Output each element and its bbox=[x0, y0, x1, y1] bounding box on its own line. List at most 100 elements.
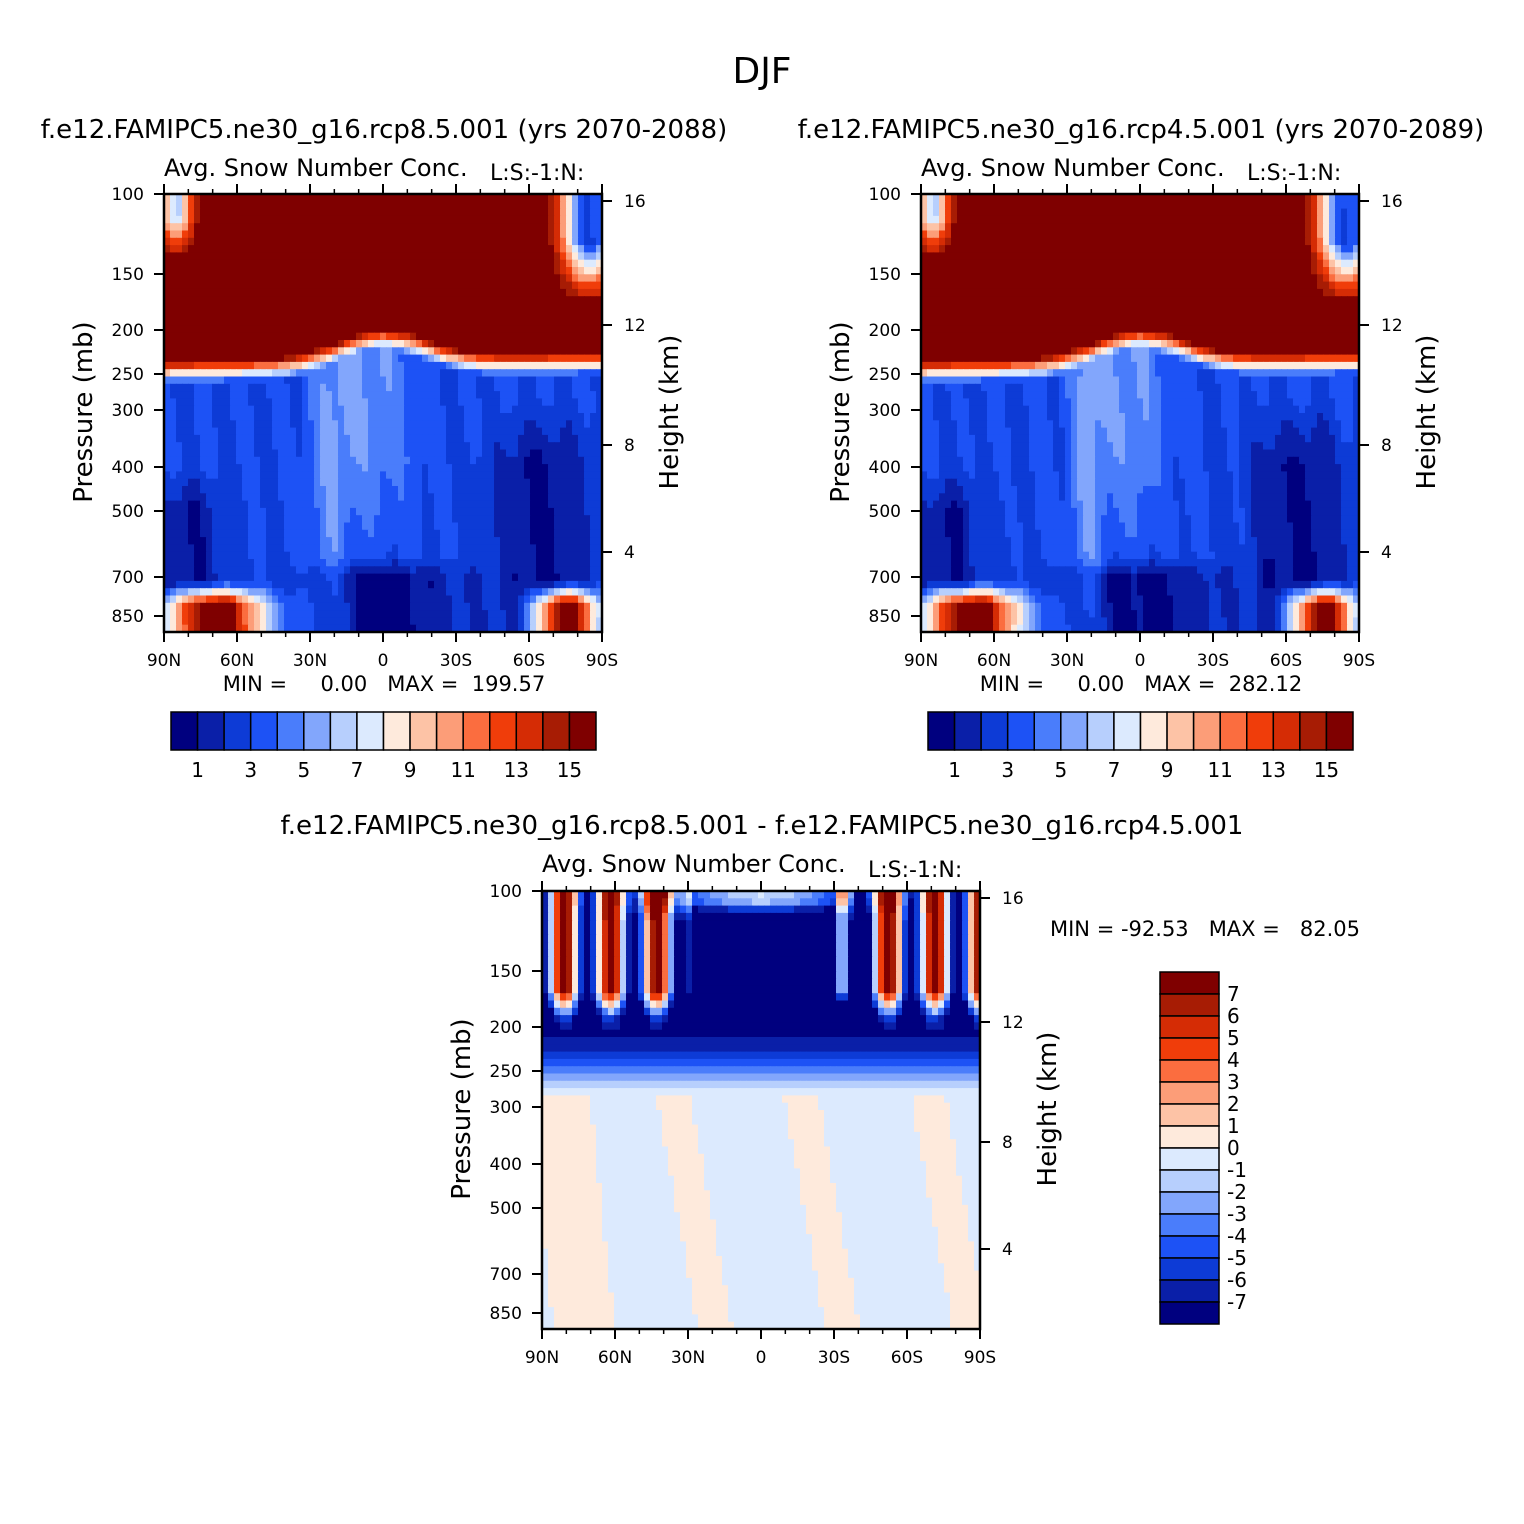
contour-cell bbox=[1131, 230, 1138, 239]
contour-cell bbox=[590, 398, 597, 407]
contour-cell bbox=[446, 427, 453, 436]
contour-cell bbox=[476, 245, 483, 253]
contour-cell bbox=[416, 595, 423, 604]
contour-cell bbox=[326, 529, 333, 538]
contour-cell bbox=[182, 237, 189, 246]
contour-cell bbox=[284, 537, 291, 545]
contour-cell bbox=[176, 500, 183, 509]
contour-cell bbox=[170, 624, 177, 633]
contour-cell bbox=[170, 288, 177, 297]
contour-cell bbox=[410, 427, 417, 436]
contour-cell bbox=[326, 281, 333, 290]
contour-cell bbox=[338, 194, 345, 202]
contour-cell bbox=[224, 405, 231, 414]
contour-cell bbox=[356, 449, 363, 458]
contour-cell bbox=[596, 318, 603, 326]
contour-cell bbox=[554, 215, 561, 224]
contour-cell bbox=[536, 500, 543, 509]
contour-cell bbox=[524, 507, 531, 516]
contour-cell bbox=[488, 500, 495, 509]
contour-cell bbox=[182, 449, 189, 458]
contour-cell bbox=[404, 201, 411, 210]
contour-cell bbox=[548, 398, 555, 407]
contour-cell bbox=[212, 610, 219, 618]
contour-cell bbox=[308, 194, 315, 202]
contour-cell bbox=[500, 551, 507, 560]
contour-cell bbox=[212, 230, 219, 239]
contour-cell bbox=[194, 442, 201, 451]
contour-cell bbox=[536, 529, 543, 538]
contour-cell bbox=[170, 201, 177, 210]
contour-cell bbox=[542, 391, 549, 399]
contour-cell bbox=[386, 500, 393, 509]
contour-cell bbox=[1119, 194, 1126, 202]
contour-cell bbox=[1155, 208, 1162, 217]
contour-cell bbox=[194, 208, 201, 217]
contour-cell bbox=[254, 471, 261, 480]
contour-cell bbox=[1263, 208, 1270, 217]
colorbar-label: 3 bbox=[244, 758, 257, 782]
contour-cell bbox=[266, 376, 273, 385]
contour-cell bbox=[278, 237, 285, 246]
contour-cell bbox=[554, 566, 561, 575]
contour-cell bbox=[927, 208, 934, 217]
contour-cell bbox=[194, 267, 201, 275]
contour-cell bbox=[446, 201, 453, 210]
contour-cell bbox=[326, 478, 333, 487]
contour-cell bbox=[578, 354, 585, 363]
contour-cell bbox=[356, 391, 363, 399]
contour-cell bbox=[422, 296, 429, 305]
contour-cell bbox=[470, 486, 477, 494]
contour-cell bbox=[470, 303, 477, 312]
contour-cell bbox=[260, 507, 267, 516]
contour-cell bbox=[1173, 223, 1180, 232]
contour-cell bbox=[194, 347, 201, 356]
contour-cell bbox=[434, 434, 441, 443]
contour-cell bbox=[266, 610, 273, 618]
contour-cell bbox=[392, 413, 399, 421]
contour-cell bbox=[410, 434, 417, 443]
contour-cell bbox=[398, 208, 405, 217]
contour-cell bbox=[350, 405, 357, 414]
contour-cell bbox=[470, 573, 477, 582]
contour-cell bbox=[308, 595, 315, 604]
contour-cell bbox=[446, 588, 453, 597]
contour-cell bbox=[428, 296, 435, 305]
contour-cell bbox=[236, 361, 243, 370]
contour-cell bbox=[482, 478, 489, 487]
contour-cell bbox=[494, 442, 501, 451]
contour-cell bbox=[596, 610, 603, 618]
contour-cell bbox=[182, 573, 189, 582]
contour-cell bbox=[236, 507, 243, 516]
contour-cell bbox=[464, 259, 471, 268]
contour-cell bbox=[344, 478, 351, 487]
contour-cell bbox=[386, 383, 393, 392]
contour-cell bbox=[951, 215, 958, 224]
contour-cell bbox=[248, 537, 255, 545]
contour-cell bbox=[1125, 194, 1132, 202]
contour-cell bbox=[1305, 223, 1312, 232]
contour-cell bbox=[548, 208, 555, 217]
contour-cell bbox=[1137, 201, 1144, 210]
contour-cell bbox=[242, 376, 249, 385]
contour-cell bbox=[440, 267, 447, 275]
contour-cell bbox=[248, 617, 255, 626]
contour-cell bbox=[236, 340, 243, 348]
contour-cell bbox=[554, 340, 561, 348]
contour-cell bbox=[320, 325, 327, 334]
contour-cell bbox=[266, 449, 273, 458]
contour-cell bbox=[254, 544, 261, 553]
contour-cell bbox=[320, 500, 327, 509]
contour-cell bbox=[506, 237, 513, 246]
contour-cell bbox=[578, 434, 585, 443]
contour-cell bbox=[188, 602, 195, 611]
colorbar-label: 1 bbox=[191, 758, 204, 782]
contour-cell bbox=[182, 347, 189, 356]
x-tick-label: 60N bbox=[220, 651, 254, 671]
contour-cell bbox=[302, 515, 309, 524]
contour-cell bbox=[398, 559, 405, 567]
contour-cell bbox=[230, 383, 237, 392]
contour-cell bbox=[344, 537, 351, 545]
contour-cell bbox=[374, 449, 381, 458]
contour-cell bbox=[272, 405, 279, 414]
